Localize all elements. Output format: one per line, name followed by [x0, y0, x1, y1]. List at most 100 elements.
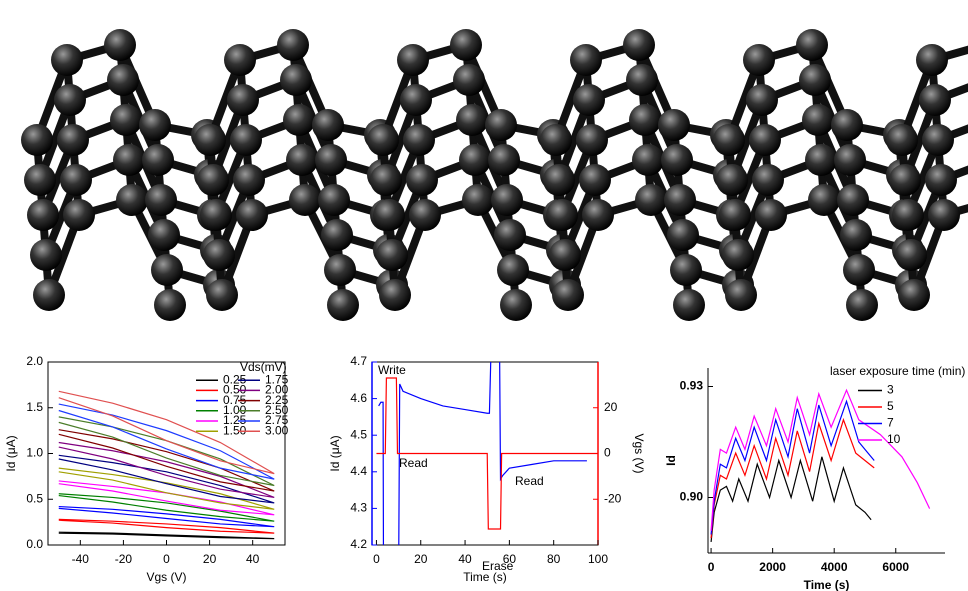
- x-tick-label: 0: [373, 552, 380, 566]
- legend-label: 1.50: [223, 423, 247, 437]
- atom: [30, 239, 62, 271]
- atom: [286, 144, 318, 176]
- atom: [573, 84, 605, 116]
- atom: [113, 144, 145, 176]
- x-tick-label: -20: [115, 552, 133, 566]
- atom: [802, 104, 834, 136]
- atom: [722, 239, 754, 271]
- atom: [367, 124, 399, 156]
- x-tick-label: 100: [588, 552, 608, 566]
- atom: [370, 164, 402, 196]
- atom: [497, 254, 529, 286]
- atom: [57, 124, 89, 156]
- legend-label: 0.25: [223, 372, 247, 386]
- atom: [629, 104, 661, 136]
- y-axis-label: Id (μA): [328, 435, 342, 471]
- atom: [280, 64, 312, 96]
- y-axis-label: Id: [664, 455, 678, 466]
- atom: [552, 279, 584, 311]
- legend-label: 3.00: [265, 423, 289, 437]
- atom: [400, 84, 432, 116]
- legend-label: 2.25: [265, 393, 289, 407]
- atom: [673, 289, 705, 321]
- x-tick-label: 40: [246, 552, 260, 566]
- atom: [321, 219, 353, 251]
- atom: [626, 64, 658, 96]
- atom: [796, 29, 828, 61]
- x-tick-label: 60: [503, 552, 517, 566]
- legend-label: 2.75: [265, 413, 289, 427]
- atom: [919, 84, 951, 116]
- y-tick-label: 1.5: [26, 400, 43, 414]
- atom: [194, 124, 226, 156]
- atom: [485, 109, 517, 141]
- atom: [546, 199, 578, 231]
- atom: [892, 199, 924, 231]
- annotation: Erase: [482, 559, 514, 573]
- atom: [713, 124, 745, 156]
- x-tick-label: 4000: [821, 560, 848, 574]
- legend-title: laser exposure time (min): [830, 364, 965, 378]
- y2-tick-label: 20: [604, 400, 618, 414]
- y-tick-label: 1.0: [26, 446, 43, 460]
- atom: [658, 109, 690, 141]
- series-line: [58, 416, 275, 487]
- atom: [916, 44, 948, 76]
- atom: [799, 64, 831, 96]
- y2-tick-label: -20: [604, 491, 622, 505]
- atom: [27, 199, 59, 231]
- series-line: [58, 493, 275, 522]
- atom: [749, 124, 781, 156]
- atom: [837, 184, 869, 216]
- atom: [889, 164, 921, 196]
- atom: [488, 144, 520, 176]
- atom: [895, 239, 927, 271]
- atom: [51, 44, 83, 76]
- x-tick-label: 0: [163, 552, 170, 566]
- legend-label: 1.75: [265, 372, 289, 386]
- y-tick-label: 4.7: [350, 354, 367, 368]
- y-tick-label: 4.4: [350, 464, 367, 478]
- atom: [397, 44, 429, 76]
- atom: [142, 144, 174, 176]
- series-line: [58, 403, 275, 480]
- legend-label: 2.50: [265, 403, 289, 417]
- y-tick-label: 0.0: [26, 537, 43, 551]
- atom: [579, 164, 611, 196]
- series-line: [58, 518, 275, 534]
- atom: [110, 104, 142, 136]
- atom: [725, 279, 757, 311]
- legend-label: 0.50: [223, 383, 247, 397]
- atom: [922, 124, 954, 156]
- y-tick-label: 2.0: [26, 354, 43, 368]
- atom: [925, 164, 957, 196]
- atom: [203, 239, 235, 271]
- molecule-illustration: [21, 29, 968, 321]
- annotation: Read: [399, 456, 428, 470]
- atom: [318, 184, 350, 216]
- atom: [576, 124, 608, 156]
- atom: [540, 124, 572, 156]
- x-axis-label: Vgs (V): [146, 570, 186, 584]
- plot-frame: [47, 361, 286, 546]
- atom: [277, 29, 309, 61]
- atom: [840, 219, 872, 251]
- y2-tick-label: 0: [604, 446, 611, 460]
- series-line: [376, 377, 598, 530]
- atom: [667, 219, 699, 251]
- y-tick-label: 4.5: [350, 427, 367, 441]
- atom: [63, 199, 95, 231]
- y-axis-label: Id (μA): [4, 435, 18, 471]
- atom: [151, 254, 183, 286]
- atom: [230, 124, 262, 156]
- series-line: [710, 388, 931, 531]
- x-tick-label: 40: [458, 552, 472, 566]
- atom: [808, 184, 840, 216]
- atom: [632, 144, 664, 176]
- atom: [315, 144, 347, 176]
- atom: [755, 199, 787, 231]
- atom: [494, 219, 526, 251]
- atom: [54, 84, 86, 116]
- atom: [843, 254, 875, 286]
- atom: [570, 44, 602, 76]
